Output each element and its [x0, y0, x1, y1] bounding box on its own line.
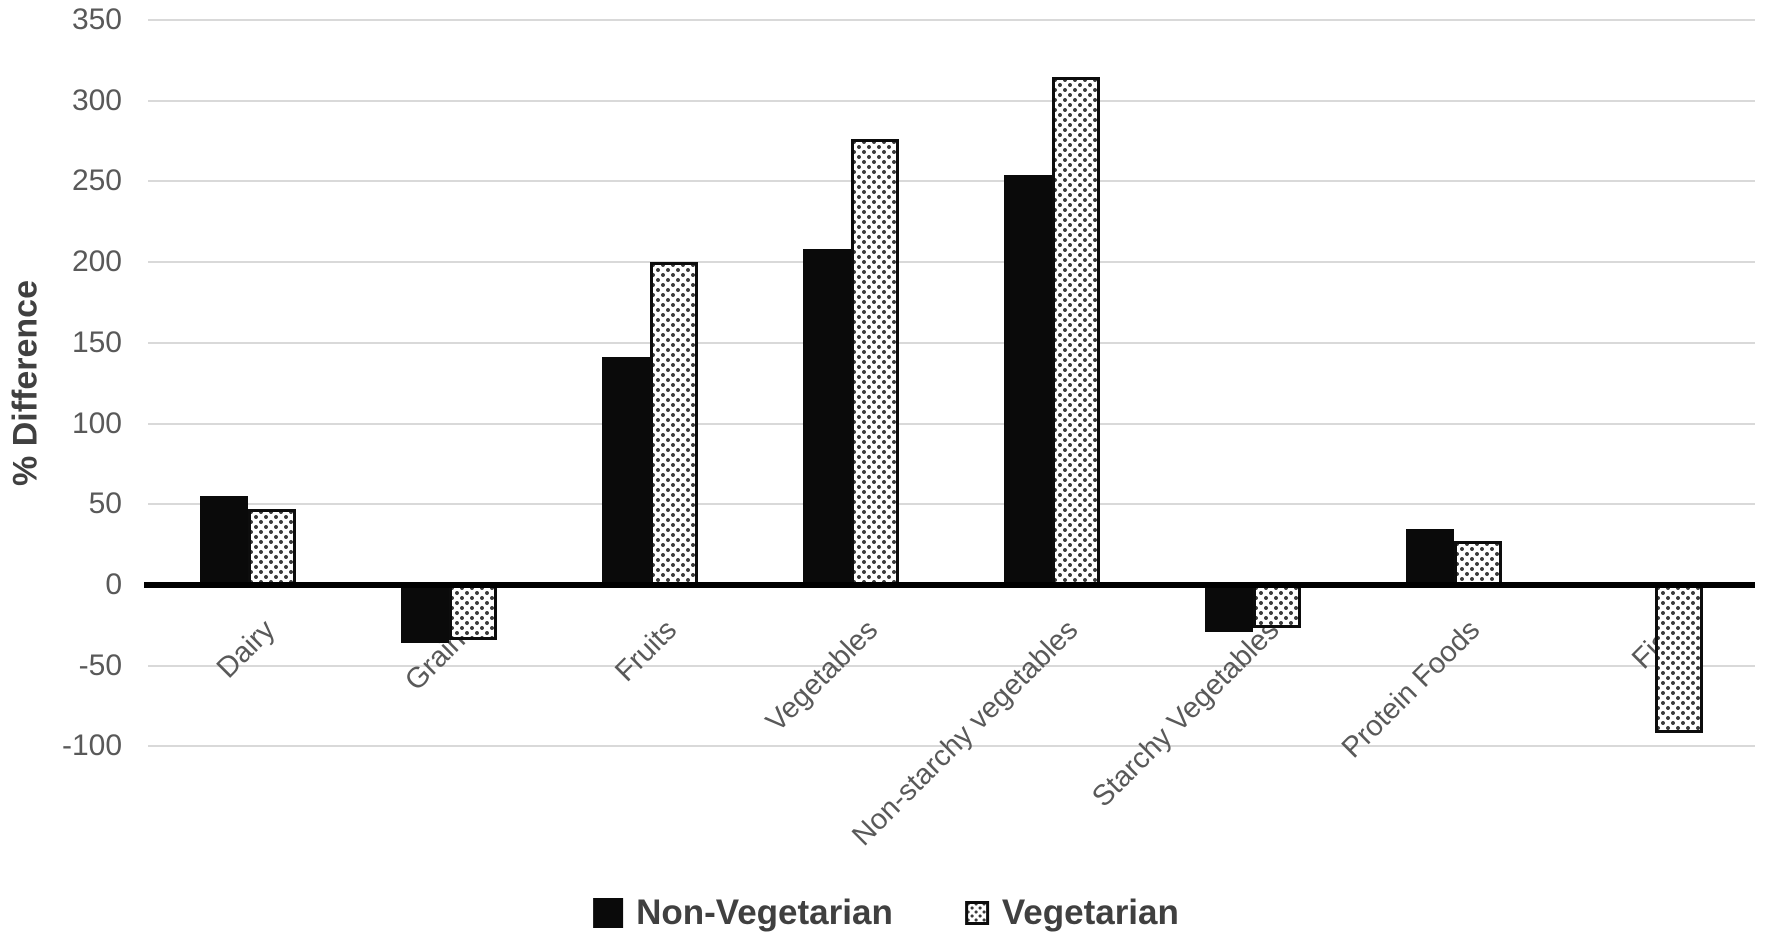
y-tick-label-300: 300 — [71, 83, 122, 117]
bar-non-vegetarian-grains — [401, 585, 450, 643]
y-tick-label--100: -100 — [61, 729, 122, 763]
gridline--100 — [148, 745, 1755, 748]
y-tick-label-100: 100 — [71, 406, 122, 440]
gridline-300 — [148, 99, 1755, 102]
gridline-350 — [148, 19, 1755, 21]
bar-non-vegetarian-vegetables — [803, 249, 852, 588]
bar-vegetarian-protein-foods — [1453, 541, 1502, 588]
gridline--50 — [148, 664, 1755, 667]
legend-label-non-vegetarian: Non-Vegetarian — [636, 893, 893, 932]
bar-non-vegetarian-starchy-vegetables — [1204, 585, 1253, 632]
bar-vegetarian-non-starchy-vegetables — [1051, 76, 1100, 588]
legend: Non-Vegetarian Vegetarian — [593, 893, 1179, 933]
x-category-label-starchy-vegetables: Starchy Vegetables — [1086, 614, 1286, 814]
gridline-100 — [148, 422, 1755, 425]
bar-vegetarian-fish — [1654, 585, 1703, 734]
y-tick-label-150: 150 — [71, 325, 122, 359]
y-tick-label-50: 50 — [88, 487, 122, 521]
y-tick-label-350: 350 — [71, 3, 122, 36]
x-category-label-dairy: Dairy — [210, 614, 282, 685]
bar-non-vegetarian-fruits — [602, 357, 651, 588]
x-category-label-fruits: Fruits — [608, 614, 683, 688]
legend-item-non-vegetarian: Non-Vegetarian — [593, 893, 893, 933]
y-tick-label-200: 200 — [71, 245, 122, 279]
gridline-150 — [148, 341, 1755, 344]
bar-non-vegetarian-protein-foods — [1405, 528, 1454, 588]
bar-vegetarian-fruits — [650, 262, 699, 588]
bar-vegetarian-vegetables — [851, 139, 900, 588]
y-axis-title: % Difference — [6, 280, 45, 486]
bar-vegetarian-grains — [449, 585, 498, 640]
x-axis-zero-line — [144, 582, 1755, 588]
legend-label-vegetarian: Vegetarian — [1001, 893, 1179, 932]
y-tick-label-250: 250 — [71, 164, 122, 198]
gridline-200 — [148, 261, 1755, 264]
gridline-250 — [148, 180, 1755, 183]
solid-black-swatch-icon — [593, 898, 624, 928]
x-category-label-non-starchy-vegetables: Non-starchy vegetables — [846, 614, 1085, 853]
dotted-pattern-swatch-icon — [964, 901, 989, 925]
gridline-50 — [148, 503, 1755, 506]
bar-non-vegetarian-non-starchy-vegetables — [1003, 174, 1052, 588]
legend-item-vegetarian: Vegetarian — [964, 893, 1179, 933]
y-tick-label-0: 0 — [105, 568, 122, 601]
bar-non-vegetarian-dairy — [200, 496, 249, 588]
x-category-label-vegetables: Vegetables — [759, 614, 884, 739]
x-category-label-protein-foods: Protein Foods — [1336, 614, 1487, 765]
bar-vegetarian-dairy — [248, 509, 297, 588]
y-tick-label--50: -50 — [78, 648, 122, 682]
bar-vegetarian-starchy-vegetables — [1252, 585, 1301, 629]
